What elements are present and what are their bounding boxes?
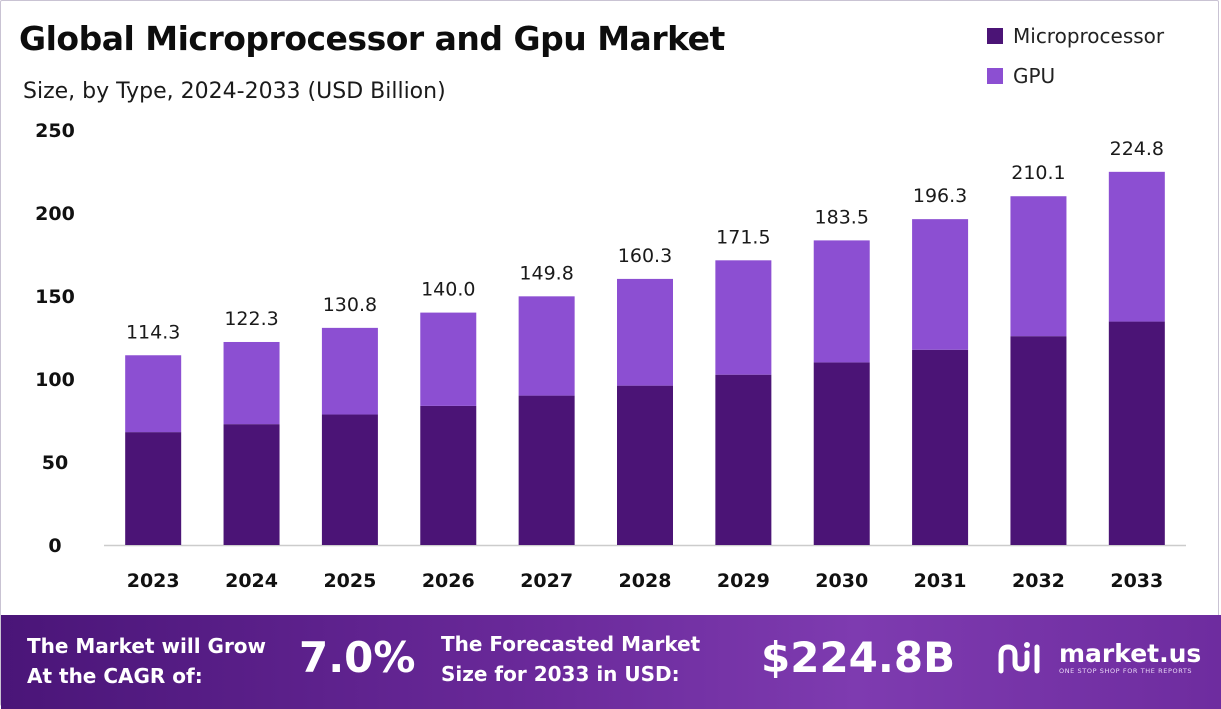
x-tick-label-2031: 2031 bbox=[914, 570, 967, 592]
total-label-2025: 130.8 bbox=[323, 294, 377, 316]
bar-microprocessor-2031 bbox=[912, 349, 969, 545]
total-label-2028: 160.3 bbox=[618, 245, 672, 267]
total-label-2023: 114.3 bbox=[126, 321, 180, 343]
brand-tagline: ONE STOP SHOP FOR THE REPORTS bbox=[1059, 667, 1193, 675]
cagr-value: 7.0% bbox=[299, 633, 416, 682]
total-label-2030: 183.5 bbox=[815, 206, 869, 228]
legend-item-gpu: GPU bbox=[987, 63, 1164, 89]
bar-microprocessor-2033 bbox=[1108, 321, 1165, 545]
bar-gpu-2024 bbox=[223, 341, 280, 425]
cagr-label-line2: At the CAGR of: bbox=[27, 664, 203, 688]
y-tick-label-200: 200 bbox=[35, 203, 75, 225]
forecast-label: The Forecasted Market Size for 2033 in U… bbox=[441, 629, 700, 689]
legend-swatch-gpu bbox=[987, 68, 1003, 84]
bar-gpu-2025 bbox=[321, 327, 378, 415]
bar-microprocessor-2029 bbox=[715, 374, 772, 545]
chart-subtitle: Size, by Type, 2024-2033 (USD Billion) bbox=[23, 79, 446, 104]
bar-gpu-2029 bbox=[715, 260, 772, 375]
y-tick-label-150: 150 bbox=[35, 286, 75, 308]
forecast-label-line1: The Forecasted Market bbox=[441, 632, 701, 656]
legend-label-microprocessor: Microprocessor bbox=[1013, 24, 1165, 48]
total-label-2024: 122.3 bbox=[224, 308, 278, 330]
forecast-label-line2: Size for 2033 in USD: bbox=[441, 662, 680, 686]
bar-microprocessor-2027 bbox=[518, 395, 575, 545]
x-tick-label-2027: 2027 bbox=[520, 570, 573, 592]
chart-title: Global Microprocessor and Gpu Market bbox=[19, 19, 725, 58]
bar-microprocessor-2030 bbox=[813, 362, 870, 545]
x-tick-label-2033: 2033 bbox=[1110, 570, 1163, 592]
bar-gpu-2030 bbox=[813, 240, 870, 363]
cagr-label-line1: The Market will Grow bbox=[27, 634, 267, 658]
total-label-2027: 149.8 bbox=[519, 262, 573, 284]
x-tick-label-2026: 2026 bbox=[422, 570, 475, 592]
x-tick-label-2024: 2024 bbox=[225, 570, 278, 592]
y-tick-label-0: 0 bbox=[48, 535, 61, 557]
brand-name: market.us bbox=[1059, 639, 1202, 668]
cagr-label: The Market will Grow At the CAGR of: bbox=[27, 631, 266, 691]
bar-gpu-2026 bbox=[420, 312, 477, 406]
x-tick-label-2028: 2028 bbox=[619, 570, 672, 592]
x-tick-label-2025: 2025 bbox=[323, 570, 376, 592]
bar-gpu-2023 bbox=[125, 355, 182, 433]
y-tick-label-50: 50 bbox=[42, 452, 68, 474]
legend-label-gpu: GPU bbox=[1013, 64, 1056, 88]
total-label-2029: 171.5 bbox=[716, 226, 770, 248]
x-tick-label-2023: 2023 bbox=[127, 570, 180, 592]
x-tick-label-2030: 2030 bbox=[815, 570, 868, 592]
legend-swatch-microprocessor bbox=[987, 28, 1003, 44]
bar-microprocessor-2023 bbox=[125, 432, 182, 545]
bar-chart: 0 50 100 150 200 250 114.3 2023 122.3 2024 130.8 20… bbox=[35, 120, 1186, 592]
legend: Microprocessor GPU bbox=[987, 23, 1164, 103]
total-label-2032: 210.1 bbox=[1011, 162, 1065, 184]
bar-gpu-2031 bbox=[912, 219, 969, 350]
bar-gpu-2033 bbox=[1108, 171, 1165, 322]
total-label-2031: 196.3 bbox=[913, 185, 967, 207]
bar-microprocessor-2025 bbox=[321, 414, 378, 545]
legend-item-microprocessor: Microprocessor bbox=[987, 23, 1164, 49]
bar-microprocessor-2026 bbox=[420, 405, 477, 545]
x-tick-label-2029: 2029 bbox=[717, 570, 770, 592]
y-tick-label-250: 250 bbox=[35, 120, 75, 142]
x-tick-label-2032: 2032 bbox=[1012, 570, 1065, 592]
market-us-logo-icon bbox=[998, 642, 1040, 674]
bar-microprocessor-2032 bbox=[1010, 336, 1067, 545]
bar-gpu-2032 bbox=[1010, 196, 1067, 337]
bar-gpu-2028 bbox=[617, 278, 673, 386]
bar-microprocessor-2028 bbox=[617, 385, 673, 545]
footer-banner: The Market will Grow At the CAGR of: 7.0… bbox=[1, 615, 1221, 709]
total-label-2026: 140.0 bbox=[421, 279, 475, 301]
y-tick-label-100: 100 bbox=[35, 369, 75, 391]
bar-microprocessor-2024 bbox=[223, 424, 280, 545]
brand-logo: market.us ONE STOP SHOP FOR THE REPORTS bbox=[997, 641, 1201, 675]
bar-gpu-2027 bbox=[518, 296, 575, 396]
forecast-value: $224.8B bbox=[761, 633, 956, 682]
total-label-2033: 224.8 bbox=[1110, 138, 1164, 160]
